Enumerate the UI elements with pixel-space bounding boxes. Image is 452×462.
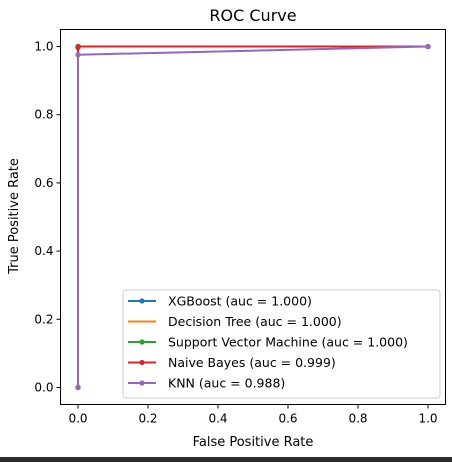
x-tick-label: 0.0: [68, 412, 87, 426]
x-axis-label: False Positive Rate: [193, 435, 314, 450]
y-tick-label: 0.8: [34, 108, 53, 122]
series-point: [425, 43, 431, 50]
x-tick-label: 1.0: [418, 412, 437, 426]
legend-label: Support Vector Machine (auc = 1.000): [168, 335, 408, 350]
legend-label: Decision Tree (auc = 1.000): [168, 314, 342, 329]
y-tick-label: 0.0: [34, 380, 53, 394]
y-tick-label: 1.0: [34, 40, 53, 54]
x-tick-label: 0.6: [278, 412, 297, 426]
legend-label: Naive Bayes (auc = 0.999): [168, 355, 336, 370]
series-point: [75, 52, 81, 58]
legend: XGBoost (auc = 1.000) Decision Tree (auc …: [122, 289, 441, 399]
legend-label: KNN (auc = 0.988): [168, 376, 285, 391]
legend-marker: [139, 339, 145, 345]
series-point: [75, 384, 81, 391]
legend-marker: [139, 359, 145, 366]
x-tick-label: 0.2: [138, 412, 157, 426]
plot-series: [75, 43, 431, 391]
y-tick-label: 0.4: [34, 244, 53, 258]
x-axis-ticks: 0.0 0.2 0.4 0.6 0.8 1.0: [68, 404, 438, 426]
chart-title: ROC Curve: [209, 6, 296, 25]
x-tick-label: 0.4: [208, 412, 227, 426]
y-axis-label: True Positive Rate: [7, 158, 22, 275]
legend-marker: [139, 380, 145, 386]
plot-frame: [60, 29, 446, 405]
legend-marker: [139, 298, 145, 304]
legend-label: XGBoost (auc = 1.000): [168, 294, 312, 309]
bottom-border: [0, 457, 452, 462]
y-tick-label: 0.2: [34, 312, 53, 326]
legend-box: [122, 289, 441, 399]
y-tick-label: 0.6: [34, 176, 53, 190]
x-tick-label: 0.8: [348, 412, 367, 426]
series-point: [75, 43, 81, 50]
y-axis-ticks: 0.0 0.2 0.4 0.6 0.8 1.0: [34, 40, 61, 394]
